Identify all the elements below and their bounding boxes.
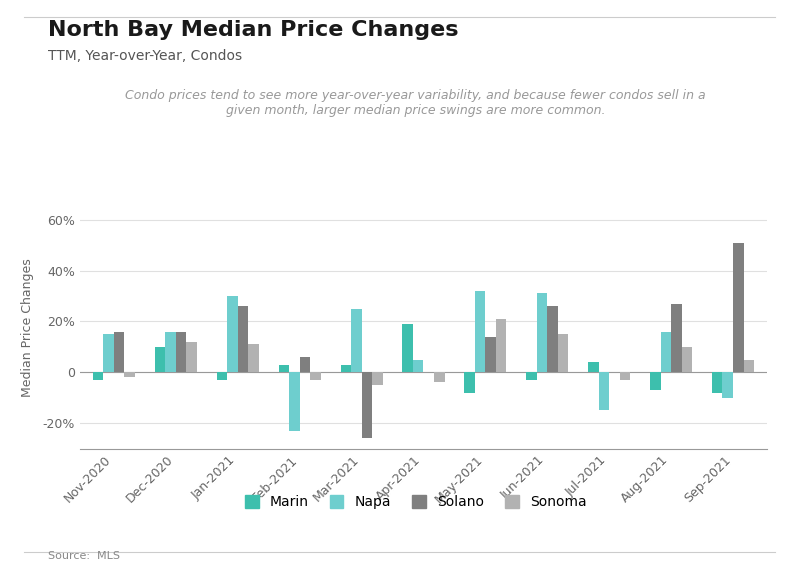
Bar [671, 304, 682, 372]
Bar [248, 344, 259, 372]
Bar [558, 334, 568, 372]
Bar [103, 334, 114, 372]
Bar [682, 347, 692, 372]
Bar [165, 332, 176, 372]
Bar [238, 306, 248, 372]
Bar [340, 365, 351, 372]
Bar [598, 372, 609, 411]
Bar [620, 372, 630, 380]
Bar [496, 319, 507, 372]
Bar [93, 372, 103, 380]
Y-axis label: Median Price Changes: Median Price Changes [22, 258, 34, 397]
Bar [650, 372, 661, 390]
Bar [661, 332, 671, 372]
Bar [217, 372, 227, 380]
Bar [300, 357, 310, 372]
Bar [372, 372, 383, 385]
Legend: Marin, Napa, Solano, Sonoma: Marin, Napa, Solano, Sonoma [238, 488, 593, 516]
Bar [279, 365, 289, 372]
Bar [527, 372, 537, 380]
Bar [186, 342, 197, 372]
Bar [403, 324, 413, 372]
Text: TTM, Year-over-Year, Condos: TTM, Year-over-Year, Condos [48, 49, 242, 63]
Bar [434, 372, 444, 382]
Bar [547, 306, 558, 372]
Bar [310, 372, 320, 380]
Bar [464, 372, 475, 393]
Bar [351, 309, 362, 372]
Bar [125, 372, 135, 377]
Bar [362, 372, 372, 438]
Bar [712, 372, 722, 393]
Bar [155, 347, 165, 372]
Text: Condo prices tend to see more year-over-year variability, and because fewer cond: Condo prices tend to see more year-over-… [125, 89, 706, 117]
Text: North Bay Median Price Changes: North Bay Median Price Changes [48, 20, 459, 40]
Bar [537, 293, 547, 372]
Bar [227, 296, 238, 372]
Bar [722, 372, 733, 398]
Bar [744, 359, 754, 372]
Text: Source:  MLS: Source: MLS [48, 551, 120, 561]
Bar [413, 359, 423, 372]
Bar [588, 362, 598, 372]
Bar [176, 332, 186, 372]
Bar [475, 291, 485, 372]
Bar [733, 243, 744, 372]
Bar [114, 332, 125, 372]
Bar [485, 336, 496, 372]
Bar [289, 372, 300, 431]
